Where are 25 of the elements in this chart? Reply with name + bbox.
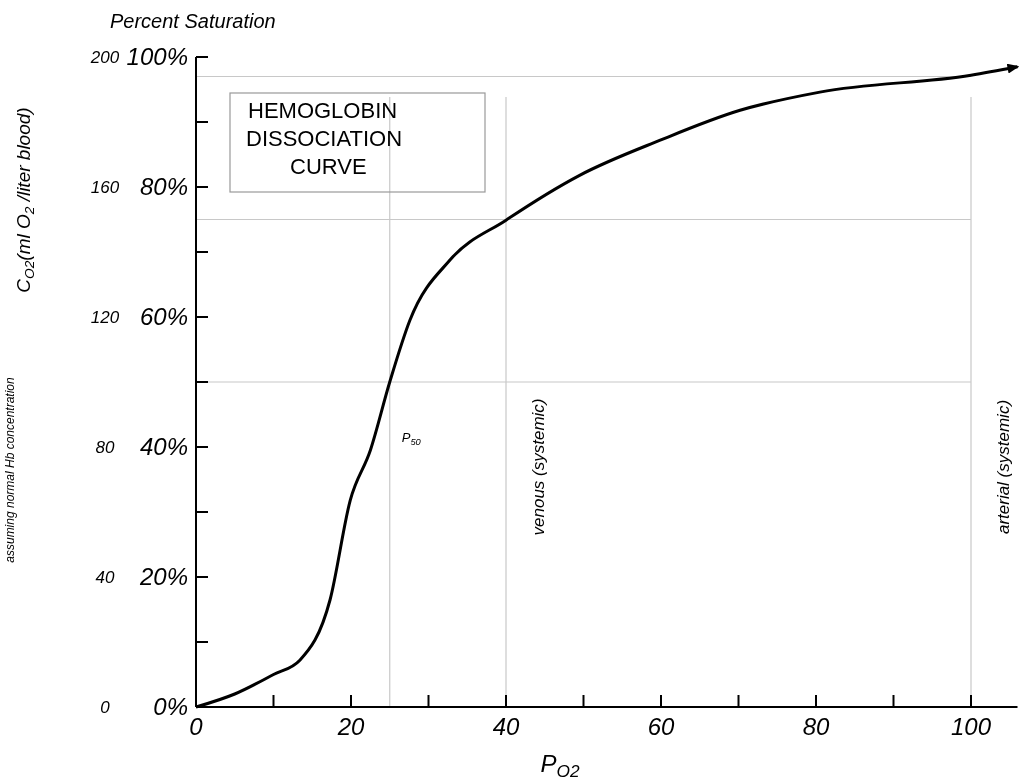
y2-tick-label: 80 <box>95 437 115 457</box>
text: assuming normal Hb concentration <box>3 376 17 563</box>
x-tick-label: 0 <box>189 713 204 740</box>
y-axis-title: Percent Saturation <box>110 10 276 32</box>
ref-line-label: arterial (systemic) <box>994 399 1013 535</box>
y-tick-label: 100% <box>126 43 188 71</box>
x-tick-label: 100 <box>950 713 992 740</box>
y2-tick-label: 0 <box>100 697 111 717</box>
y2-tick-label: 120 <box>90 307 120 327</box>
x-tick-label: 60 <box>647 713 675 740</box>
y2-tick-label: 160 <box>90 177 120 197</box>
y-tick-label: 80% <box>139 173 188 201</box>
y-tick-label: 20% <box>138 563 188 591</box>
x-axis-title: P$_{O2}$ <box>540 750 580 782</box>
y-tick-label: 60% <box>139 303 188 331</box>
ref-line-label: venous (systemic) <box>529 398 548 536</box>
y2-tick-label: 40 <box>95 567 115 587</box>
text: HEMOGLOBIN DISSOCIATION CURVE <box>246 98 403 179</box>
x-tick-label: 20 <box>336 713 365 740</box>
y2-tick-label: 200 <box>89 47 120 67</box>
y-tick-label: 40% <box>139 433 188 461</box>
y-tick-label: 0% <box>153 693 188 721</box>
x-tick-label: 80 <box>802 713 830 740</box>
ref-line-label: P$_{50}$ <box>401 430 422 447</box>
x-tick-label: 40 <box>492 713 520 740</box>
